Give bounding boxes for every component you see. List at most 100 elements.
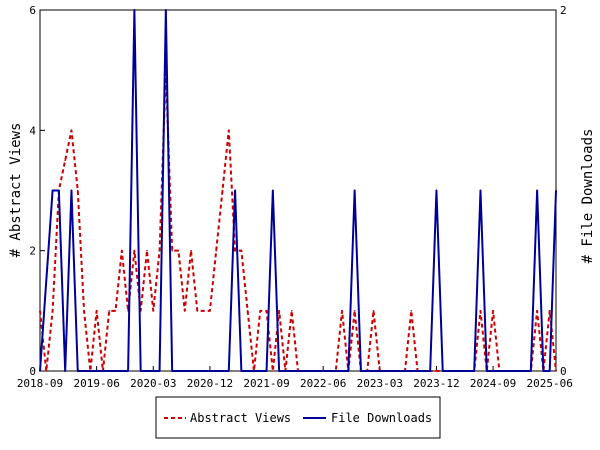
data-point-file-downloads bbox=[215, 370, 217, 372]
data-point-abstract-views bbox=[536, 310, 538, 312]
data-point-file-downloads bbox=[265, 370, 268, 372]
data-point-file-downloads bbox=[511, 370, 513, 372]
data-point-abstract-views bbox=[39, 310, 41, 312]
data-point-file-downloads bbox=[133, 9, 136, 11]
y-right-axis-label: # File Downloads bbox=[580, 129, 596, 264]
data-point-file-downloads bbox=[202, 370, 205, 372]
data-point-file-downloads bbox=[272, 189, 274, 192]
data-point-abstract-views bbox=[95, 310, 98, 312]
y-left-tick-label: 4 bbox=[29, 124, 36, 137]
data-point-file-downloads bbox=[397, 370, 400, 372]
data-point-file-downloads bbox=[379, 370, 381, 372]
data-point-file-downloads bbox=[385, 370, 387, 372]
data-point-file-downloads bbox=[391, 370, 394, 372]
data-point-file-downloads bbox=[429, 370, 431, 372]
data-point-abstract-views bbox=[70, 129, 73, 132]
y-right-tick-label: 2 bbox=[560, 4, 567, 17]
data-point-abstract-views bbox=[234, 249, 236, 252]
data-point-file-downloads bbox=[366, 370, 369, 372]
x-tick-label: 2019-06 bbox=[73, 377, 119, 390]
data-point-abstract-views bbox=[114, 310, 117, 312]
data-point-file-downloads bbox=[139, 370, 142, 372]
data-point-file-downloads bbox=[146, 370, 148, 372]
data-point-abstract-views bbox=[152, 310, 155, 312]
data-point-abstract-views bbox=[265, 310, 268, 312]
data-point-file-downloads bbox=[209, 370, 211, 372]
x-tick-label: 2021-09 bbox=[243, 377, 289, 390]
data-point-file-downloads bbox=[253, 370, 255, 372]
data-point-file-downloads bbox=[309, 370, 312, 372]
data-point-file-downloads bbox=[523, 370, 526, 372]
data-point-file-downloads bbox=[83, 370, 85, 372]
data-point-file-downloads bbox=[108, 370, 111, 372]
x-tick-label: 2018-09 bbox=[17, 377, 63, 390]
y-left-tick-label: 6 bbox=[29, 4, 36, 17]
data-point-file-downloads bbox=[58, 189, 60, 192]
data-point-file-downloads bbox=[171, 370, 173, 372]
data-point-file-downloads bbox=[95, 370, 98, 372]
data-point-file-downloads bbox=[492, 370, 494, 372]
data-point-file-downloads bbox=[240, 370, 243, 372]
data-point-file-downloads bbox=[221, 370, 224, 372]
data-point-file-downloads bbox=[372, 370, 375, 372]
data-point-file-downloads bbox=[473, 370, 475, 372]
data-point-file-downloads bbox=[536, 189, 538, 192]
y-right-tick-label: 0 bbox=[560, 365, 567, 378]
data-point-abstract-views bbox=[171, 249, 173, 252]
data-point-file-downloads bbox=[328, 370, 331, 372]
data-point-file-downloads bbox=[51, 189, 54, 192]
data-point-file-downloads bbox=[322, 370, 324, 372]
data-point-file-downloads bbox=[530, 370, 532, 372]
data-point-file-downloads bbox=[70, 189, 73, 192]
data-point-abstract-views bbox=[259, 310, 262, 312]
data-point-abstract-views bbox=[341, 310, 343, 312]
data-point-file-downloads bbox=[410, 370, 413, 372]
data-point-file-downloads bbox=[454, 370, 457, 372]
data-point-abstract-views bbox=[555, 370, 557, 372]
data-point-file-downloads bbox=[517, 370, 520, 372]
series-layer bbox=[39, 9, 557, 372]
y-left-tick-label: 0 bbox=[29, 365, 36, 378]
data-point-abstract-views bbox=[146, 249, 148, 252]
data-point-abstract-views bbox=[548, 310, 551, 312]
data-point-abstract-views bbox=[290, 310, 293, 312]
x-tick-label: 2022-06 bbox=[300, 377, 346, 390]
data-point-file-downloads bbox=[498, 370, 501, 372]
data-point-file-downloads bbox=[183, 370, 186, 372]
data-point-abstract-views bbox=[45, 370, 48, 372]
data-point-file-downloads bbox=[76, 370, 79, 372]
data-point-file-downloads bbox=[114, 370, 117, 372]
data-point-abstract-views bbox=[158, 249, 161, 252]
data-point-file-downloads bbox=[316, 370, 318, 372]
data-point-file-downloads bbox=[297, 370, 299, 372]
data-point-abstract-views bbox=[278, 310, 280, 312]
data-point-abstract-views bbox=[183, 310, 186, 312]
data-point-file-downloads bbox=[504, 370, 507, 372]
x-tick-label: 2024-09 bbox=[470, 377, 516, 390]
data-point-file-downloads bbox=[303, 370, 306, 372]
data-point-file-downloads bbox=[102, 370, 104, 372]
data-point-file-downloads bbox=[165, 9, 167, 11]
data-point-abstract-views bbox=[196, 310, 199, 312]
data-point-file-downloads bbox=[334, 370, 337, 372]
data-point-file-downloads bbox=[64, 370, 66, 372]
axis-ticks: 2018-09 2019-06 2020-03 2020-12 2021-09 2022-… bbox=[17, 4, 573, 390]
data-point-file-downloads bbox=[234, 189, 236, 192]
data-point-file-downloads bbox=[360, 370, 362, 372]
data-point-abstract-views bbox=[240, 249, 243, 252]
data-point-abstract-views bbox=[215, 249, 217, 252]
data-point-file-downloads bbox=[39, 370, 41, 372]
data-point-file-downloads bbox=[416, 370, 419, 372]
data-point-file-downloads bbox=[278, 370, 280, 372]
data-point-file-downloads bbox=[89, 370, 92, 372]
data-point-file-downloads bbox=[259, 370, 262, 372]
legend: Abstract Views File Downloads bbox=[155, 396, 441, 439]
data-point-abstract-views bbox=[190, 249, 192, 252]
data-point-file-downloads bbox=[467, 370, 469, 372]
data-point-abstract-views bbox=[177, 249, 180, 252]
x-tick-label: 2025-06 bbox=[527, 377, 573, 390]
data-point-file-downloads bbox=[196, 370, 199, 372]
data-point-abstract-views bbox=[209, 310, 211, 312]
data-point-abstract-views bbox=[227, 129, 230, 132]
